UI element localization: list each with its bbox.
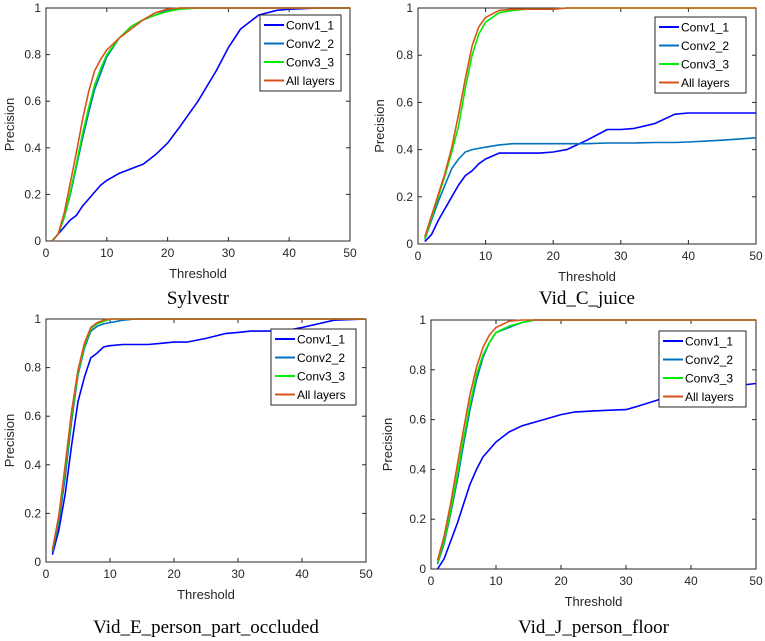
subplot-title: Vid_J_person_floor [518, 617, 670, 638]
subplot-2: 0 10 20 30 40 50 0 0.2 0.4 0.6 0.8 1 Conv1_1 Conv2_2 C… [2, 312, 373, 638]
legend [270, 328, 357, 406]
series-line-conv1_1 [51, 7, 350, 242]
x-axis-label: Threshold [177, 587, 235, 602]
x-axis-label: Threshold [169, 266, 227, 281]
series-line-conv2_2 [424, 137, 757, 240]
x-tick-label: 20 [554, 574, 568, 588]
y-tick-label: 0.2 [24, 187, 41, 201]
legend-label: Conv1_1 [685, 335, 733, 349]
y-tick-label: 1 [34, 312, 41, 326]
x-tick-label: 40 [295, 567, 309, 581]
y-tick-label: 0.8 [396, 48, 413, 62]
y-axis-label: Precision [2, 414, 17, 467]
legend-label: All layers [681, 76, 730, 90]
legend-label: All layers [286, 74, 335, 88]
y-tick-label: 0 [419, 562, 426, 576]
x-tick-label: 20 [167, 567, 181, 581]
x-tick-label: 10 [479, 249, 493, 263]
legend-label: Conv2_2 [681, 39, 729, 53]
legend-label: Conv3_3 [286, 56, 334, 70]
x-tick-label: 20 [547, 249, 561, 263]
y-tick-label: 0.8 [24, 361, 41, 375]
y-axis-label: Precision [380, 418, 395, 471]
legend [658, 330, 747, 408]
legend [259, 14, 342, 92]
x-tick-label: 30 [619, 574, 633, 588]
subplot-0: 0 10 20 30 40 50 0 0.2 0.4 0.6 0.8 1 Conv1_1 Conv2_2 C… [2, 1, 357, 309]
x-tick-label: 40 [283, 246, 297, 260]
legend-label: Conv1_1 [286, 19, 334, 33]
y-axis-label: Precision [2, 98, 17, 151]
subplot-3: 0 10 20 30 40 50 0 0.2 0.4 0.6 0.8 1 Conv1_1 Conv2_2 C… [380, 313, 763, 638]
subplot-title: Sylvestr [167, 288, 230, 309]
x-axis-label: Threshold [565, 594, 623, 609]
series-line-all-layers [51, 7, 350, 242]
y-tick-label: 1 [419, 313, 426, 327]
y-tick-label: 0.8 [24, 48, 41, 62]
legend-label: Conv2_2 [297, 351, 345, 365]
y-tick-label: 0 [34, 555, 41, 569]
legend [654, 16, 747, 94]
legend-label: Conv3_3 [681, 58, 729, 72]
subplot-title: Vid_C_juice [539, 288, 635, 309]
x-tick-label: 30 [222, 246, 236, 260]
series-line-all-layers [424, 7, 756, 238]
y-tick-label: 0.6 [24, 409, 41, 423]
series-line-all-layers [436, 319, 756, 561]
x-tick-label: 10 [489, 574, 503, 588]
y-tick-label: 0 [34, 234, 41, 248]
x-tick-label: 30 [614, 249, 628, 263]
series-line-all-layers [51, 318, 366, 551]
x-tick-label: 0 [43, 567, 50, 581]
x-tick-label: 50 [343, 246, 357, 260]
y-tick-label: 0.6 [24, 94, 41, 108]
legend-label: Conv2_2 [685, 353, 733, 367]
y-tick-label: 0.2 [409, 512, 426, 526]
y-tick-label: 0 [406, 237, 413, 251]
y-tick-label: 0.6 [396, 95, 413, 109]
y-tick-label: 0.2 [396, 190, 413, 204]
x-tick-label: 30 [231, 567, 245, 581]
x-tick-label: 10 [100, 246, 114, 260]
x-tick-label: 50 [359, 567, 373, 581]
x-tick-label: 0 [43, 246, 50, 260]
subplot-title: Vid_E_person_part_occluded [93, 617, 319, 638]
y-tick-label: 1 [406, 1, 413, 15]
x-tick-label: 50 [749, 249, 763, 263]
y-tick-label: 0.2 [24, 506, 41, 520]
subplot-1: 0 10 20 30 40 50 0 0.2 0.4 0.6 0.8 1 Conv1_1 Conv2_2 C… [372, 1, 763, 309]
x-tick-label: 0 [428, 574, 435, 588]
legend-label: Conv3_3 [685, 372, 733, 386]
y-tick-label: 0.4 [24, 458, 41, 472]
legend-label: All layers [685, 390, 734, 404]
y-tick-label: 0.4 [396, 143, 413, 157]
series-line-conv1_1 [424, 112, 756, 243]
y-tick-label: 0.4 [24, 141, 41, 155]
y-tick-label: 1 [34, 1, 41, 15]
x-tick-label: 0 [415, 249, 422, 263]
x-tick-label: 40 [682, 249, 696, 263]
y-tick-label: 0.4 [409, 462, 426, 476]
x-axis-label: Threshold [558, 269, 616, 284]
x-tick-label: 10 [103, 567, 117, 581]
x-tick-label: 20 [161, 246, 175, 260]
legend-label: Conv3_3 [297, 370, 345, 384]
x-tick-label: 50 [749, 574, 763, 588]
y-tick-label: 0.6 [409, 413, 426, 427]
x-tick-label: 40 [684, 574, 698, 588]
y-axis-label: Precision [372, 99, 387, 152]
legend-label: Conv2_2 [286, 37, 334, 51]
series-line-conv1_1 [51, 318, 367, 555]
y-tick-label: 0.8 [409, 363, 426, 377]
legend-label: Conv1_1 [681, 21, 729, 35]
legend-label: Conv1_1 [297, 333, 345, 347]
legend-label: All layers [297, 388, 346, 402]
